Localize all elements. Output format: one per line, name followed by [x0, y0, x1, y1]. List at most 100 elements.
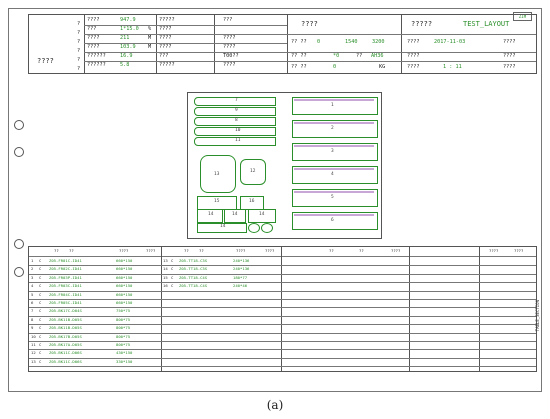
- table-cell: Z05-TT18-C4S: [179, 274, 208, 280]
- col-header: ??: [359, 248, 364, 253]
- row-divider: [29, 282, 536, 284]
- row-divider: [29, 265, 536, 267]
- field-value: 0: [317, 39, 321, 45]
- nesting-plate[interactable]: 7 9 8 10 11 13 12 15 14 16 14 14 14 1 2 …: [187, 92, 382, 239]
- table-cell: C: [171, 266, 174, 272]
- table-cell: Z05-FR04C-ID41: [49, 291, 82, 297]
- part-plate[interactable]: 15: [197, 196, 237, 210]
- field-label: ????: [159, 26, 172, 32]
- layout-name: TEST_LAYOUT: [463, 20, 510, 28]
- field-label: ??????: [87, 62, 106, 68]
- field-value: 16.9: [120, 53, 133, 59]
- field-value: ???: [223, 17, 233, 23]
- table-cell: 660*150: [116, 300, 133, 305]
- purple-band: [294, 99, 374, 101]
- table-cell: C: [39, 308, 42, 314]
- part-strip[interactable]: 1: [292, 97, 378, 115]
- field-label: ??: [356, 53, 363, 59]
- table-cell: Z05-BK17A-D05S: [49, 342, 82, 347]
- field-label: ???: [87, 26, 97, 32]
- part-plate[interactable]: 13: [200, 155, 236, 193]
- col-header: ??: [184, 248, 189, 253]
- field-label: ????: [87, 35, 100, 41]
- field-label: ????: [503, 64, 516, 70]
- table-cell: 16: [163, 283, 168, 289]
- punch-hole-icon: [14, 239, 24, 249]
- part-round[interactable]: [261, 223, 273, 233]
- punch-hole-icon: [14, 120, 24, 130]
- col-header: ????: [391, 248, 401, 253]
- row-divider: [29, 324, 536, 326]
- part-strip[interactable]: 4: [292, 166, 378, 184]
- part-strip[interactable]: 2: [292, 120, 378, 138]
- field-label: ?? ??: [291, 53, 307, 59]
- row-divider: [29, 332, 536, 334]
- table-cell: 4: [31, 283, 34, 289]
- part-strip[interactable]: 5: [292, 189, 378, 207]
- table-cell: C: [171, 258, 174, 263]
- part-bar[interactable]: 7: [194, 97, 276, 106]
- part-strip[interactable]: 3: [292, 143, 378, 161]
- table-cell: Z05-FR02C-ID41: [49, 266, 82, 272]
- unit-mark: ?: [77, 21, 81, 27]
- part-bar[interactable]: 8: [194, 117, 276, 126]
- table-cell: C: [39, 283, 42, 289]
- part-strip[interactable]: 6: [292, 212, 378, 230]
- table-cell: C: [39, 274, 42, 280]
- field-value: 211: [120, 35, 130, 41]
- table-cell: C: [39, 300, 42, 305]
- part-plate[interactable]: 12: [240, 159, 266, 185]
- field-value: ????: [223, 35, 236, 41]
- unit-suffix: M: [148, 35, 152, 41]
- unit-mark: ?: [77, 48, 81, 54]
- col-header: ????: [146, 248, 156, 253]
- unit-mark: ?: [77, 57, 81, 63]
- field-label: ????: [159, 44, 172, 50]
- part-bar[interactable]: 10: [194, 127, 276, 136]
- part-plate[interactable]: 14: [248, 209, 276, 223]
- purple-band: [294, 191, 374, 193]
- title-block-label: ????: [37, 57, 54, 65]
- table-cell: 660*150: [116, 266, 133, 272]
- part-plate[interactable]: 14: [197, 209, 223, 223]
- field-label: ?? ??: [291, 39, 307, 45]
- unit-label: KG: [379, 64, 386, 70]
- field-label: ????: [407, 39, 420, 45]
- part-bar[interactable]: 9: [194, 107, 276, 116]
- field-value: AH36: [371, 53, 384, 59]
- table-cell: 800*75: [116, 342, 131, 347]
- part-plate[interactable]: 16: [240, 196, 264, 210]
- field-value: 0: [333, 64, 337, 70]
- table-cell: 660*150: [116, 291, 133, 297]
- part-bar[interactable]: 11: [194, 137, 276, 146]
- field-label: ????: [503, 53, 516, 59]
- field-label: ???: [159, 53, 169, 59]
- table-cell: C: [39, 350, 42, 356]
- part-plate[interactable]: 14: [197, 223, 247, 233]
- field-value: 5.8: [120, 62, 130, 68]
- table-cell: 13: [31, 358, 36, 364]
- col-header: ????: [265, 248, 275, 253]
- field-value: 947.9: [120, 17, 136, 23]
- punch-hole-icon: [14, 267, 24, 277]
- table-cell: 10: [31, 333, 36, 339]
- col-header: ????: [236, 248, 246, 253]
- table-cell: 240*136: [233, 258, 250, 263]
- unit-suffix: %: [148, 26, 152, 32]
- table-cell: 800*75: [116, 333, 131, 339]
- figure-caption: (a): [266, 398, 284, 412]
- table-cell: 12: [31, 350, 36, 356]
- part-plate[interactable]: 14: [224, 209, 246, 223]
- table-cell: C: [39, 258, 42, 263]
- col-header: ??: [69, 248, 74, 253]
- table-cell: 240*136: [233, 266, 250, 272]
- table-cell: 180*77: [233, 274, 248, 280]
- table-cell: C: [39, 342, 42, 347]
- table-cell: 800*75: [116, 316, 131, 322]
- row-divider: [29, 273, 536, 275]
- field-label: ?????: [159, 62, 175, 68]
- section-title: ?????: [411, 20, 433, 28]
- part-round[interactable]: [248, 223, 260, 233]
- corner-tag: ZIM: [513, 12, 532, 21]
- field-label: ????: [503, 39, 516, 45]
